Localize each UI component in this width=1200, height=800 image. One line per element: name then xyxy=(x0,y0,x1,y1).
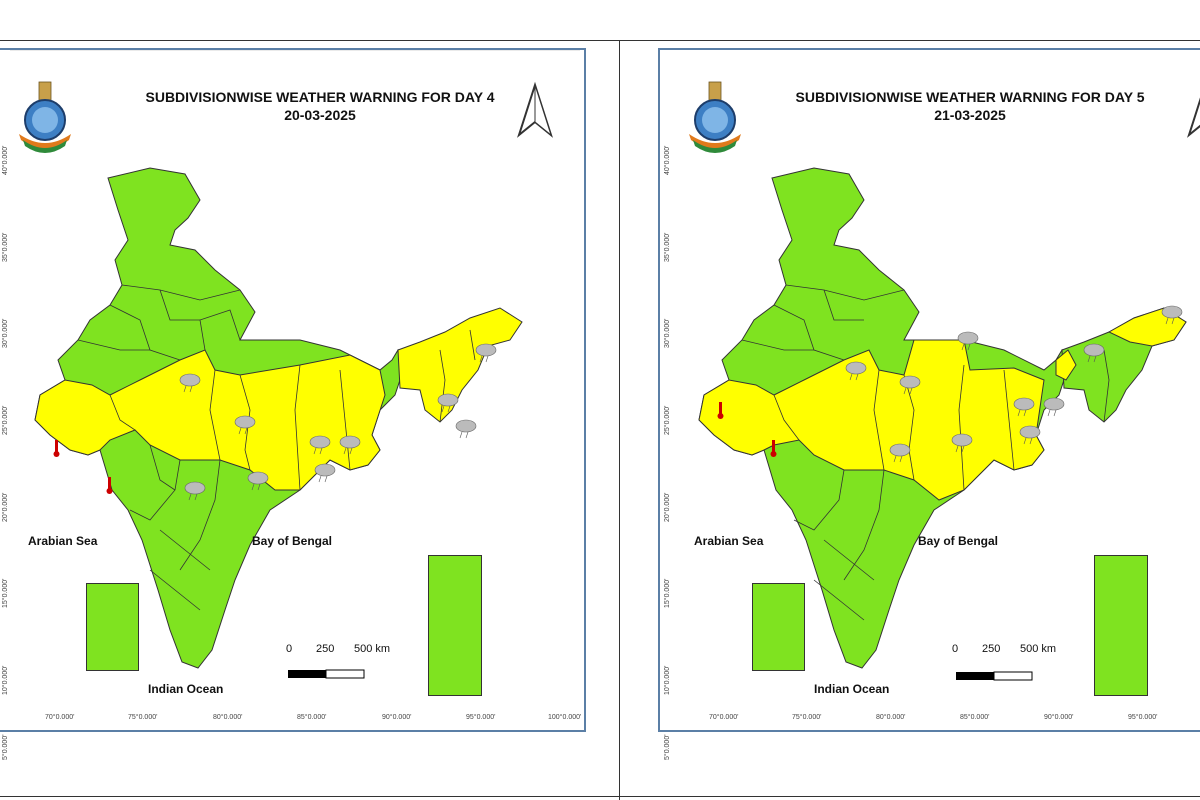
andaman-nicobar-inset xyxy=(428,555,482,696)
lat-label: 15°0.000' xyxy=(2,578,9,608)
lat-label: 30°0.000' xyxy=(664,318,671,348)
emblem-icon xyxy=(689,81,741,153)
lat-label: 20°0.000' xyxy=(664,492,671,522)
thermometer-icon xyxy=(717,402,777,457)
lat-label: 30°0.000' xyxy=(2,318,9,348)
north-arrow-icon xyxy=(517,81,553,138)
northeast-region xyxy=(397,307,523,423)
arabian-sea-label: Arabian Sea xyxy=(694,534,764,548)
lon-label: 75°0.000' xyxy=(128,714,158,721)
scale-label-250: 250 xyxy=(982,643,1001,655)
table-border-middle xyxy=(619,40,620,800)
yellow-warning-arunachal xyxy=(1107,307,1187,347)
map-panel-day4: SUBDIVISIONWISE WEATHER WARNING FOR DAY … xyxy=(0,40,600,800)
lakshadweep-inset xyxy=(752,583,805,671)
lat-label: 25°0.000' xyxy=(2,405,9,435)
lon-label: 80°0.000' xyxy=(876,714,906,721)
thermometer-icon xyxy=(53,440,113,494)
lat-label: 40°0.000' xyxy=(664,145,671,175)
thunderstorm-cloud-icon xyxy=(845,305,1183,463)
map-date: 21-03-2025 xyxy=(934,107,1006,123)
lon-label: 75°0.000' xyxy=(792,714,822,721)
scale-label-0: 0 xyxy=(286,643,293,655)
scale-bar xyxy=(288,669,365,679)
lat-label: 35°0.000' xyxy=(664,232,671,262)
lon-label: 90°0.000' xyxy=(1044,714,1074,721)
map-title: SUBDIVISIONWISE WEATHER WARNING FOR DAY … xyxy=(60,88,580,124)
map-frame xyxy=(658,48,1200,732)
india-warning-map xyxy=(10,50,580,679)
lon-label: 90°0.000' xyxy=(382,714,412,721)
lon-label: 80°0.000' xyxy=(213,714,243,721)
andaman-nicobar-inset xyxy=(1094,555,1148,696)
lat-label: 35°0.000' xyxy=(2,232,9,262)
india-warning-map xyxy=(689,81,1200,681)
lat-label: 40°0.000' xyxy=(2,145,9,175)
scale-label-500: 500 km xyxy=(354,643,391,655)
scale-bar xyxy=(956,671,1033,681)
lon-label: 85°0.000' xyxy=(960,714,990,721)
bay-of-bengal-label: Bay of Bengal xyxy=(918,534,999,548)
map-title: SUBDIVISIONWISE WEATHER WARNING FOR DAY … xyxy=(720,88,1200,124)
yellow-warning-sub-himalayan-wb xyxy=(1055,349,1077,381)
thunderstorm-cloud-icon xyxy=(179,343,497,501)
yellow-warning-central xyxy=(698,339,1045,501)
indian-ocean-label: Indian Ocean xyxy=(148,682,224,696)
scale-label-0: 0 xyxy=(952,643,959,655)
map-title-line1: SUBDIVISIONWISE WEATHER WARNING FOR DAY … xyxy=(795,89,1145,105)
lon-label: 70°0.000' xyxy=(45,714,75,721)
map-panel-day5: SUBDIVISIONWISE WEATHER WARNING FOR DAY … xyxy=(620,40,1200,800)
lon-label: 100°0.000' xyxy=(548,714,582,721)
north-arrow-icon xyxy=(1187,97,1200,138)
lat-label: 10°0.000' xyxy=(2,665,9,695)
lon-label: 95°0.000' xyxy=(466,714,496,721)
map-date: 20-03-2025 xyxy=(284,107,356,123)
lon-label: 85°0.000' xyxy=(297,714,327,721)
lat-label: 10°0.000' xyxy=(664,665,671,695)
scale-label-500: 500 km xyxy=(1020,643,1057,655)
table-border-top xyxy=(0,40,1200,41)
lakshadweep-inset xyxy=(86,583,139,671)
lat-label: 25°0.000' xyxy=(664,405,671,435)
lat-label: 5°0.000' xyxy=(2,734,9,760)
lat-label: 20°0.000' xyxy=(2,492,9,522)
arabian-sea-label: Arabian Sea xyxy=(28,534,98,548)
lat-label: 5°0.000' xyxy=(664,734,671,760)
lon-label: 95°0.000' xyxy=(1128,714,1158,721)
bay-of-bengal-label: Bay of Bengal xyxy=(252,534,333,548)
map-title-line1: SUBDIVISIONWISE WEATHER WARNING FOR DAY … xyxy=(145,89,495,105)
lon-label: 70°0.000' xyxy=(709,714,739,721)
indian-ocean-label: Indian Ocean xyxy=(814,682,890,696)
lat-label: 15°0.000' xyxy=(664,578,671,608)
emblem-icon xyxy=(19,81,71,153)
scale-label-250: 250 xyxy=(316,643,335,655)
table-border-bottom xyxy=(0,796,1200,797)
